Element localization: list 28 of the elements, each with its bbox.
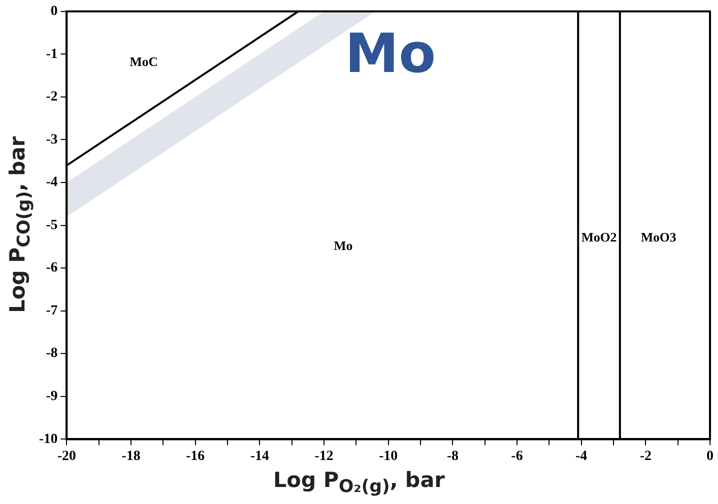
x-tick-label: 0 [706, 449, 714, 464]
y-tick-label: -7 [46, 303, 58, 318]
x-tick-label: -16 [186, 449, 205, 464]
x-tick-label: -6 [511, 449, 523, 464]
x-tick-label: -12 [314, 449, 334, 464]
y-tick-label: -3 [46, 132, 58, 148]
y-tick-label: -6 [46, 260, 58, 276]
annotation: MoO2 [581, 229, 617, 244]
y-tick-label: -8 [46, 346, 58, 362]
y-tick-label: -1 [46, 46, 58, 62]
annotation: MoO3 [640, 229, 677, 244]
x-tick-label: -18 [122, 449, 140, 464]
annotation: Mo [334, 238, 353, 254]
chart-title: Mo [345, 22, 436, 85]
y-tick-label: -9 [46, 389, 58, 404]
x-axis-title: Log P$_{O₂(g)}$, bar [272, 468, 446, 498]
y-tick-label: -10 [38, 432, 58, 447]
x-tick-label: -20 [57, 449, 76, 464]
annotation: MoC [130, 54, 158, 70]
y-tick-label: -2 [46, 90, 58, 105]
x-tick-label: -4 [575, 449, 588, 464]
x-tick-label: -2 [640, 449, 652, 464]
y-tick-label: -4 [46, 175, 58, 190]
x-tick-label: -8 [446, 449, 458, 464]
x-tick-label: -14 [250, 449, 269, 464]
y-tick-label: -5 [46, 218, 58, 233]
y-tick-label: 0 [50, 4, 58, 20]
x-tick-label: -10 [378, 449, 398, 464]
